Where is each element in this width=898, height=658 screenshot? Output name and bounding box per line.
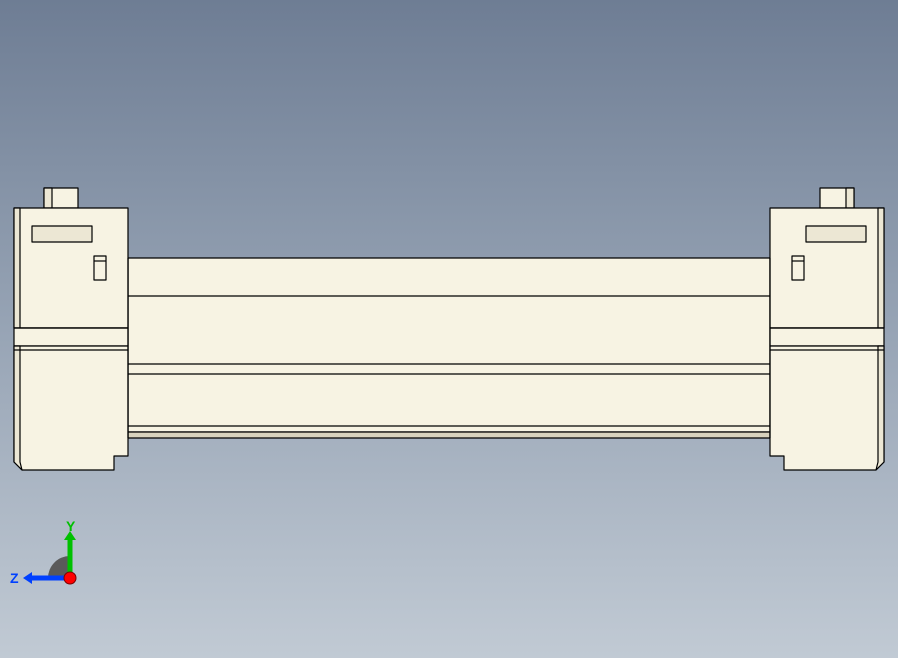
cad-viewport[interactable]: Y Z bbox=[0, 0, 898, 658]
axis-label-z: Z bbox=[10, 570, 19, 586]
axis-label-y: Y bbox=[66, 518, 75, 534]
view-triad[interactable]: Y Z bbox=[20, 518, 110, 608]
model-canvas bbox=[0, 0, 898, 658]
